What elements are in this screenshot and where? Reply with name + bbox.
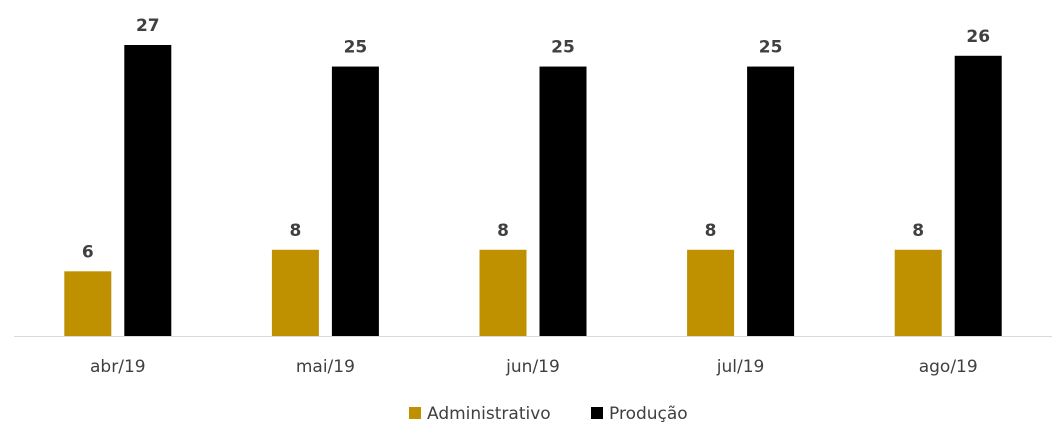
data-label: 8: [497, 221, 509, 241]
x-tick-label: jun/19: [505, 357, 560, 377]
data-label: 8: [912, 221, 924, 241]
legend-swatch: [409, 407, 421, 419]
x-tick-label: mai/19: [296, 357, 355, 377]
value-labels-layer: 6 27 8 25 8 25 8 25 8 26: [82, 16, 990, 262]
data-label: 25: [344, 38, 368, 58]
legend-item-produ-o: Produção: [591, 404, 688, 424]
data-label: 8: [705, 221, 717, 241]
legend-label: Produção: [609, 404, 688, 424]
x-tick-label: jul/19: [716, 357, 765, 377]
x-tick-label: ago/19: [919, 357, 978, 377]
x-tick-labels-layer: abr/19 mai/19 jun/19 jul/19 ago/19: [90, 357, 978, 377]
bar-produ-o-mai-19: [331, 66, 379, 337]
bar-produ-o-jul-19: [747, 66, 795, 337]
data-label: 25: [551, 38, 575, 58]
x-tick-label: abr/19: [90, 357, 146, 377]
data-label: 27: [136, 16, 160, 36]
data-label: 8: [289, 221, 301, 241]
bar-administrativo-mai-19: [271, 249, 319, 336]
bar-produ-o-ago-19: [954, 55, 1002, 337]
bar-produ-o-jun-19: [539, 66, 587, 337]
bar-produ-o-abr-19: [124, 45, 172, 336]
legend-label: Administrativo: [427, 404, 551, 424]
data-label: 26: [966, 27, 990, 47]
legend: Administrativo Produção: [409, 404, 688, 424]
bar-administrativo-ago-19: [894, 249, 942, 336]
legend-item-administrativo: Administrativo: [409, 404, 551, 424]
bar-administrativo-abr-19: [64, 271, 112, 336]
bar-administrativo-jun-19: [479, 249, 527, 336]
data-label: 25: [759, 38, 783, 58]
bar-administrativo-jul-19: [687, 249, 735, 336]
data-label: 6: [82, 242, 94, 262]
bars-layer: [64, 45, 1002, 337]
legend-swatch: [591, 407, 603, 419]
